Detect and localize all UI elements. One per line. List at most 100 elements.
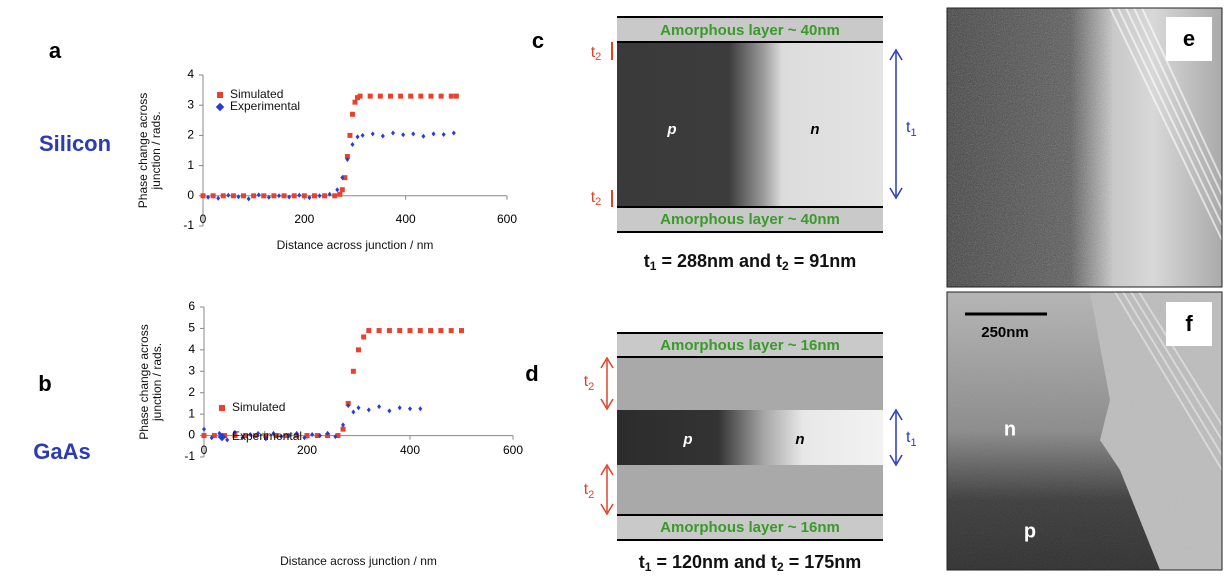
y-tick-label: 3 (187, 97, 194, 111)
layer-label: Amorphous layer ~ 40nm (660, 211, 840, 228)
legend-label: Simulated (230, 87, 283, 101)
point (248, 432, 253, 437)
region-label: p (682, 431, 692, 448)
point (232, 429, 237, 435)
legend-swatch (217, 432, 227, 442)
point (281, 193, 287, 199)
region-label: n (810, 121, 819, 138)
point (261, 193, 267, 199)
chart: -1 0 1 2 3 4 0 200 400 600 Phase change acrossjunc… (136, 67, 517, 252)
point (351, 409, 356, 415)
point (327, 191, 332, 197)
point (408, 406, 412, 412)
region-label: p (666, 121, 676, 138)
amorphous-band (617, 515, 883, 540)
t: t (591, 44, 596, 61)
junction-image (617, 410, 883, 465)
point (386, 328, 392, 334)
y-tick-label: 1 (188, 406, 195, 420)
point (251, 193, 257, 199)
point (377, 93, 383, 99)
point (407, 328, 413, 334)
point (311, 193, 317, 199)
row-label: GaAs (33, 439, 90, 464)
point (294, 430, 299, 436)
x-tick-label: 0 (200, 212, 207, 226)
point (438, 93, 444, 99)
point (335, 433, 341, 439)
t: t (584, 373, 589, 390)
point (350, 141, 355, 147)
point (451, 130, 456, 136)
y-axis-label-line: Phase change across (137, 324, 151, 439)
sub: 2 (588, 489, 594, 501)
sub: 2 (595, 51, 601, 63)
x-tick-label: 400 (400, 443, 420, 457)
point (397, 405, 402, 411)
point (201, 433, 207, 439)
point (325, 430, 330, 436)
point (332, 193, 338, 199)
point (355, 95, 361, 101)
point (200, 193, 206, 199)
point (370, 131, 375, 137)
point (339, 187, 345, 193)
t2-label: t2 (591, 44, 602, 63)
sub: 1 (650, 259, 657, 273)
y-tick-label: 5 (188, 321, 195, 335)
y-tick-label: 0 (188, 428, 195, 442)
y-axis-label-line: junction / rads. (150, 343, 164, 422)
sub: 2 (782, 259, 789, 273)
point (377, 404, 382, 410)
point (350, 368, 356, 374)
layer-label: Amorphous layer ~ 16nm (660, 519, 840, 536)
point (256, 430, 261, 436)
point (322, 193, 328, 199)
point (398, 93, 404, 99)
y-axis-label-line: Phase change across (136, 93, 150, 208)
legend-swatch (215, 102, 225, 112)
x-tick-label: 0 (201, 443, 208, 457)
point (283, 433, 289, 439)
point (287, 194, 292, 200)
panel-label: e (1183, 26, 1195, 51)
point (314, 433, 320, 439)
point (340, 426, 346, 432)
point (232, 433, 238, 439)
y-tick-label: -1 (184, 449, 195, 463)
panel-label: d (525, 361, 538, 386)
point (317, 193, 322, 199)
t1-label: t1 (906, 119, 917, 139)
t: t (644, 251, 650, 271)
y-tick-label: 1 (187, 158, 194, 172)
scale-bar-label: 250nm (981, 324, 1029, 341)
arrow-head (600, 463, 614, 516)
y-tick-label: 2 (188, 385, 195, 399)
point (241, 193, 247, 199)
point (341, 422, 346, 428)
point (448, 328, 454, 334)
text: = 91nm (789, 251, 857, 271)
caption: t1 = 288nm and t2 = 91nm (644, 251, 856, 273)
point (273, 433, 279, 439)
text: = 120nm and t (651, 552, 777, 572)
amorphous-band (617, 17, 883, 42)
point (408, 93, 414, 99)
legend-label: Simulated (232, 400, 285, 414)
diagram-c: Amorphous layer ~ 40nm Amorphous layer ~… (591, 16, 917, 273)
point (345, 157, 350, 163)
layer-label: Amorphous layer ~ 16nm (660, 337, 840, 354)
legend-label: Experimental (232, 429, 302, 443)
point (428, 93, 434, 99)
point (411, 131, 416, 137)
y-tick-label: -1 (183, 218, 194, 232)
point (380, 133, 385, 139)
y-tick-label: 3 (188, 363, 195, 377)
point (279, 434, 284, 440)
point (337, 191, 343, 197)
point (418, 93, 424, 99)
point (277, 193, 281, 199)
point (242, 433, 248, 439)
panel-label: f (1185, 311, 1193, 336)
